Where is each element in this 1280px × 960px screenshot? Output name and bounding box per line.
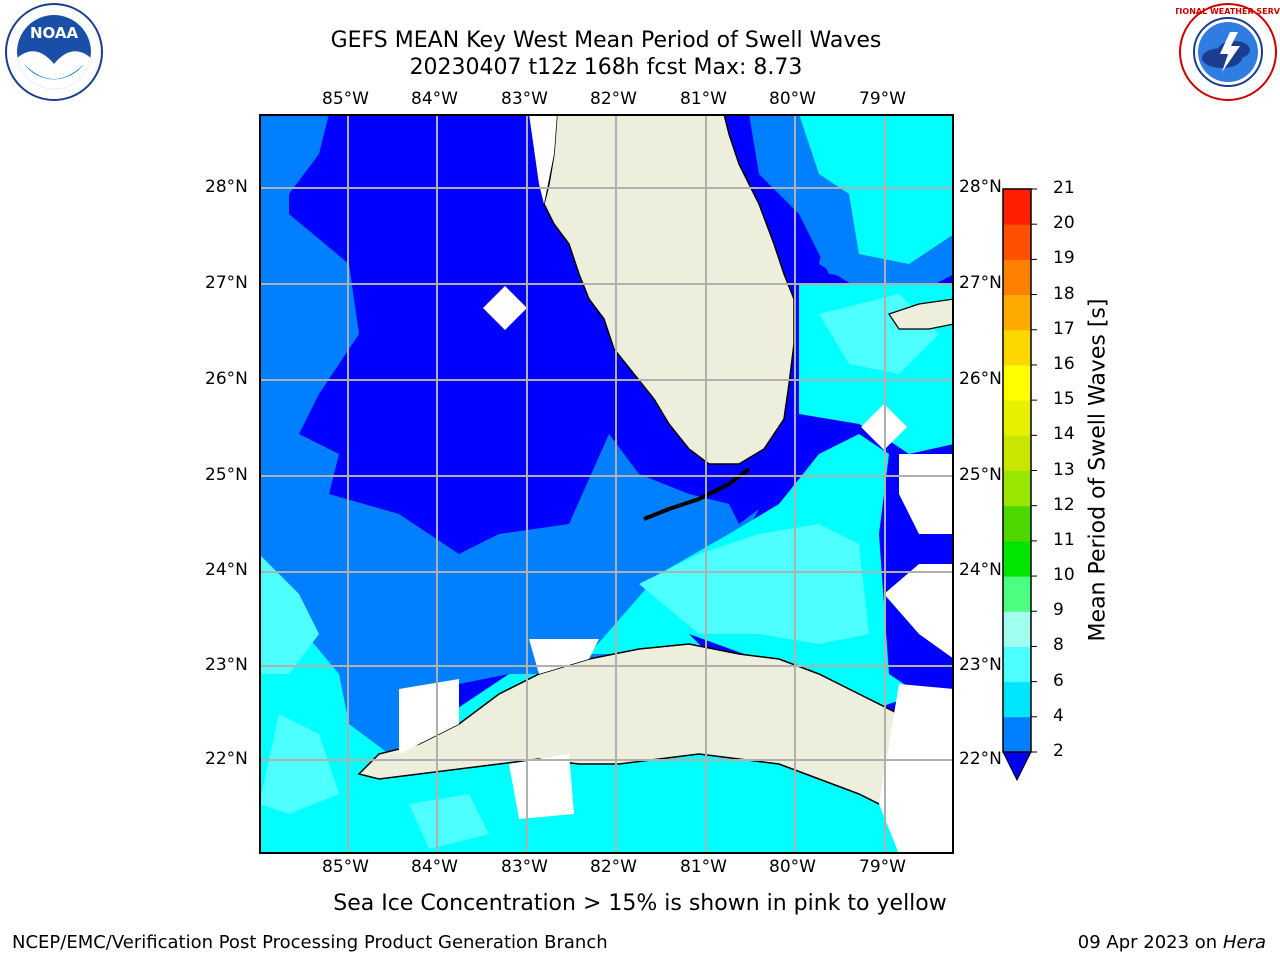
colorbar-segment — [1003, 681, 1031, 718]
colorbar-segment — [1003, 540, 1031, 577]
colorbar-tick-label: 16 — [1053, 353, 1075, 374]
colorbar-segment — [1003, 716, 1031, 753]
colorbar-label: Mean Period of Swell Waves [s] — [1085, 298, 1111, 642]
lon-label-top: 80°W — [769, 89, 816, 109]
colorbar-segment — [1003, 224, 1031, 260]
colorbar-segment — [1003, 189, 1031, 225]
footer-host: Hera — [1222, 932, 1266, 953]
colorbar-tick-label: 21 — [1053, 178, 1075, 198]
colorbar-segment — [1003, 470, 1031, 507]
map-title: GEFS MEAN Key West Mean Period of Swell … — [330, 28, 882, 53]
colorbar-segment — [1003, 329, 1031, 366]
colorbar-segment — [1003, 400, 1031, 436]
colorbar-tick-label: 20 — [1053, 213, 1075, 234]
lon-label-bottom: 81°W — [680, 857, 727, 877]
lon-label-top: 82°W — [590, 89, 637, 109]
map-subtitle: 20230407 t12z 168h fcst Max: 8.73 — [409, 55, 803, 80]
colorbar-tick-label: 14 — [1053, 424, 1075, 445]
cuba-land — [357, 643, 954, 854]
lat-label-right: 22°N — [959, 749, 1002, 769]
noaa-logo-text: NOAA — [30, 24, 79, 42]
lon-label-bottom: 79°W — [859, 857, 906, 877]
lon-label-top: 83°W — [501, 89, 548, 109]
lat-label-left: 27°N — [205, 273, 248, 293]
nws-logo-text: NATIONAL WEATHER SERVICE — [1176, 7, 1280, 16]
swell-period-map — [259, 114, 954, 854]
lon-label-bottom: 85°W — [322, 857, 369, 877]
florida-land — [543, 114, 795, 465]
lon-label-bottom: 82°W — [590, 857, 637, 877]
mid-blue-region — [259, 114, 954, 834]
colorbar-tick-label: 9 — [1053, 600, 1064, 621]
colorbar-tick-label: 12 — [1053, 494, 1075, 515]
colorbar-tick-label: 6 — [1053, 670, 1064, 691]
colorbar-segment — [1003, 505, 1031, 542]
lon-label-top: 84°W — [411, 89, 458, 109]
lon-label-bottom: 83°W — [501, 857, 548, 877]
colorbar-tick-label: 13 — [1053, 459, 1075, 480]
lat-label-left: 26°N — [205, 369, 248, 389]
colorbar-segment — [1003, 646, 1031, 683]
lat-label-left: 22°N — [205, 749, 248, 769]
colorbar-tick-label: 10 — [1053, 565, 1075, 586]
colorbar-tick-label: 18 — [1053, 283, 1075, 304]
lon-label-bottom: 84°W — [411, 857, 458, 877]
colorbar-tick-label: 19 — [1053, 248, 1075, 269]
colorbar-under-triangle — [1002, 751, 1032, 782]
sea-ice-caption: Sea Ice Concentration > 15% is shown in … — [333, 891, 947, 916]
lat-label-left: 24°N — [205, 560, 248, 580]
map-frame — [259, 114, 954, 854]
lat-label-left: 25°N — [205, 465, 248, 485]
colorbar-segments — [1003, 189, 1031, 753]
footer-date-text: 09 Apr 2023 on — [1077, 932, 1223, 953]
colorbar-segment — [1003, 364, 1031, 401]
lat-label-right: 24°N — [959, 560, 1002, 580]
colorbar-tick-label: 11 — [1053, 529, 1075, 550]
lon-label-bottom: 80°W — [769, 857, 816, 877]
colorbar-segment — [1003, 576, 1031, 612]
no-data-areas — [399, 114, 954, 854]
lat-label-right: 23°N — [959, 655, 1002, 675]
colorbar-tick-label: 2 — [1053, 741, 1064, 761]
map-gridlines — [259, 114, 954, 854]
lat-label-right: 25°N — [959, 465, 1002, 485]
lon-label-top: 85°W — [322, 89, 369, 109]
footer-date: 09 Apr 2023 on Hera — [1078, 932, 1266, 953]
colorbar-tick-label: 17 — [1053, 318, 1075, 339]
colorbar-segment — [1003, 294, 1031, 331]
nws-logo-icon: NATIONAL WEATHER SERVICE — [1176, 3, 1280, 101]
noaa-logo-icon: NOAA — [5, 3, 103, 101]
lon-label-top: 79°W — [859, 89, 906, 109]
colorbar-segment — [1003, 611, 1031, 647]
lat-label-right: 26°N — [959, 369, 1002, 389]
colorbar-tick-label: 15 — [1053, 389, 1075, 410]
lat-label-left: 23°N — [205, 655, 248, 675]
lat-label-left: 28°N — [205, 177, 248, 197]
colorbar-segment — [1003, 435, 1031, 471]
florida-keys — [643, 467, 751, 521]
colorbar-tick-label: 4 — [1053, 705, 1064, 726]
footer-branch: NCEP/EMC/Verification Post Processing Pr… — [12, 932, 608, 953]
colorbar — [1002, 188, 1037, 782]
lon-label-top: 81°W — [680, 89, 727, 109]
colorbar-tick-label: 8 — [1053, 635, 1064, 656]
colorbar-segment — [1003, 259, 1031, 296]
colorbar-ticks — [1031, 188, 1037, 753]
lat-label-right: 28°N — [959, 177, 1002, 197]
lat-label-right: 27°N — [959, 273, 1002, 293]
